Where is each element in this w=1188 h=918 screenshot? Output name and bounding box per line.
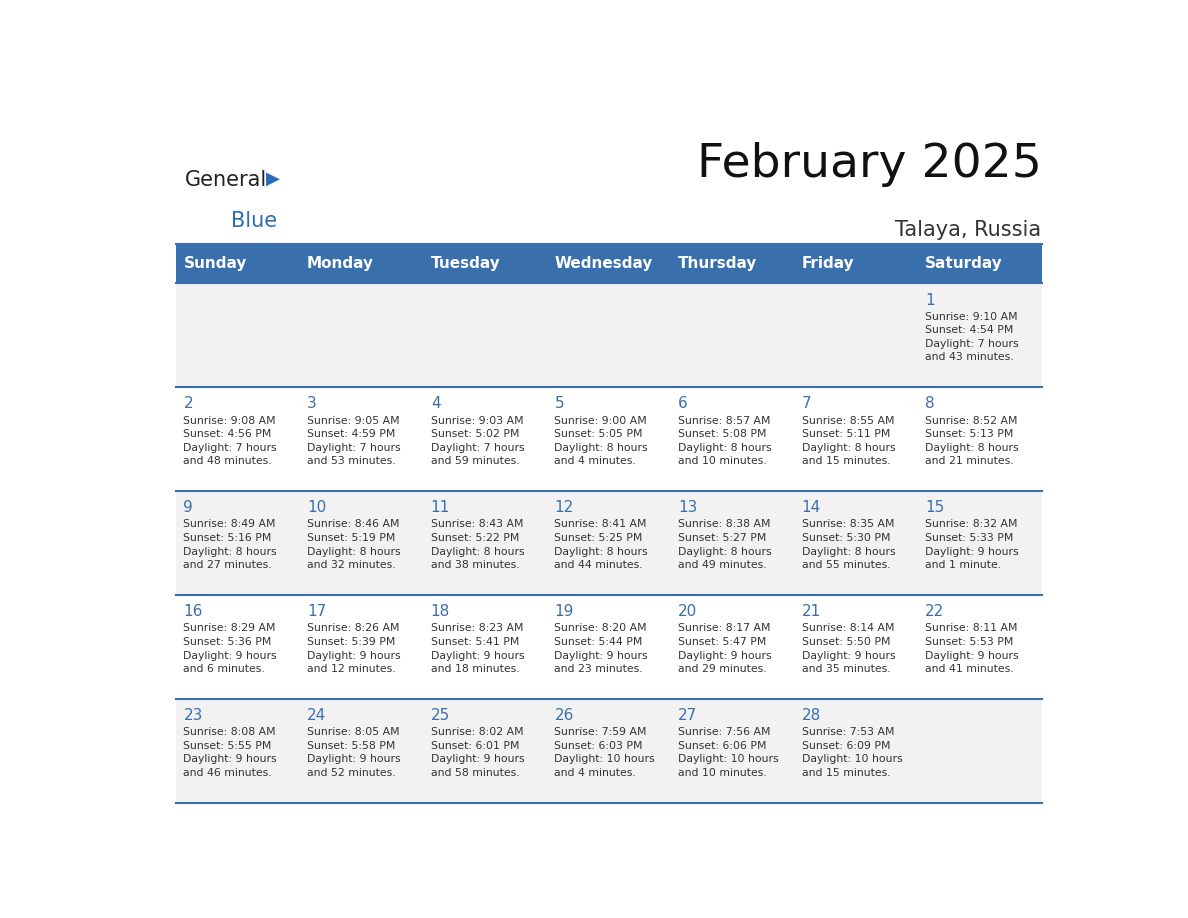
Text: Talaya, Russia: Talaya, Russia bbox=[896, 219, 1042, 240]
Text: Sunrise: 8:26 AM
Sunset: 5:39 PM
Daylight: 9 hours
and 12 minutes.: Sunrise: 8:26 AM Sunset: 5:39 PM Dayligh… bbox=[308, 623, 400, 674]
Bar bbox=[176, 284, 1042, 387]
Text: Sunrise: 7:56 AM
Sunset: 6:06 PM
Daylight: 10 hours
and 10 minutes.: Sunrise: 7:56 AM Sunset: 6:06 PM Dayligh… bbox=[678, 727, 778, 778]
Text: 1: 1 bbox=[925, 293, 935, 308]
Text: 2: 2 bbox=[183, 397, 194, 411]
Text: Sunrise: 8:55 AM
Sunset: 5:11 PM
Daylight: 8 hours
and 15 minutes.: Sunrise: 8:55 AM Sunset: 5:11 PM Dayligh… bbox=[802, 416, 896, 466]
Text: 10: 10 bbox=[308, 500, 327, 515]
Text: 15: 15 bbox=[925, 500, 944, 515]
Text: Sunrise: 9:08 AM
Sunset: 4:56 PM
Daylight: 7 hours
and 48 minutes.: Sunrise: 9:08 AM Sunset: 4:56 PM Dayligh… bbox=[183, 416, 277, 466]
Text: Sunrise: 9:05 AM
Sunset: 4:59 PM
Daylight: 7 hours
and 53 minutes.: Sunrise: 9:05 AM Sunset: 4:59 PM Dayligh… bbox=[308, 416, 400, 466]
Text: 25: 25 bbox=[431, 708, 450, 723]
Text: Friday: Friday bbox=[802, 256, 854, 272]
Text: Sunrise: 9:00 AM
Sunset: 5:05 PM
Daylight: 8 hours
and 4 minutes.: Sunrise: 9:00 AM Sunset: 5:05 PM Dayligh… bbox=[555, 416, 647, 466]
Text: Sunrise: 9:03 AM
Sunset: 5:02 PM
Daylight: 7 hours
and 59 minutes.: Sunrise: 9:03 AM Sunset: 5:02 PM Dayligh… bbox=[431, 416, 524, 466]
Text: Sunrise: 8:20 AM
Sunset: 5:44 PM
Daylight: 9 hours
and 23 minutes.: Sunrise: 8:20 AM Sunset: 5:44 PM Dayligh… bbox=[555, 623, 647, 674]
Text: 20: 20 bbox=[678, 604, 697, 620]
Text: 5: 5 bbox=[555, 397, 564, 411]
Bar bbox=[176, 699, 1042, 803]
Text: 28: 28 bbox=[802, 708, 821, 723]
Text: 12: 12 bbox=[555, 500, 574, 515]
Text: Thursday: Thursday bbox=[678, 256, 758, 272]
Text: 7: 7 bbox=[802, 397, 811, 411]
Bar bbox=[176, 387, 1042, 491]
Text: Sunrise: 8:23 AM
Sunset: 5:41 PM
Daylight: 9 hours
and 18 minutes.: Sunrise: 8:23 AM Sunset: 5:41 PM Dayligh… bbox=[431, 623, 524, 674]
Text: Sunrise: 8:41 AM
Sunset: 5:25 PM
Daylight: 8 hours
and 44 minutes.: Sunrise: 8:41 AM Sunset: 5:25 PM Dayligh… bbox=[555, 520, 647, 570]
Text: 21: 21 bbox=[802, 604, 821, 620]
Text: 24: 24 bbox=[308, 708, 327, 723]
Text: Sunrise: 8:14 AM
Sunset: 5:50 PM
Daylight: 9 hours
and 35 minutes.: Sunrise: 8:14 AM Sunset: 5:50 PM Dayligh… bbox=[802, 623, 896, 674]
Text: Blue: Blue bbox=[232, 210, 278, 230]
Text: 6: 6 bbox=[678, 397, 688, 411]
Text: 4: 4 bbox=[431, 397, 441, 411]
Text: 27: 27 bbox=[678, 708, 697, 723]
Text: Sunrise: 8:32 AM
Sunset: 5:33 PM
Daylight: 9 hours
and 1 minute.: Sunrise: 8:32 AM Sunset: 5:33 PM Dayligh… bbox=[925, 520, 1019, 570]
Text: 11: 11 bbox=[431, 500, 450, 515]
Bar bbox=[176, 595, 1042, 699]
Text: 9: 9 bbox=[183, 500, 194, 515]
Text: 23: 23 bbox=[183, 708, 203, 723]
Bar bbox=[423, 244, 546, 284]
Text: Sunrise: 8:17 AM
Sunset: 5:47 PM
Daylight: 9 hours
and 29 minutes.: Sunrise: 8:17 AM Sunset: 5:47 PM Dayligh… bbox=[678, 623, 772, 674]
Text: Sunrise: 8:11 AM
Sunset: 5:53 PM
Daylight: 9 hours
and 41 minutes.: Sunrise: 8:11 AM Sunset: 5:53 PM Dayligh… bbox=[925, 623, 1019, 674]
Text: 14: 14 bbox=[802, 500, 821, 515]
Text: 22: 22 bbox=[925, 604, 944, 620]
Text: 17: 17 bbox=[308, 604, 327, 620]
Text: Monday: Monday bbox=[308, 256, 374, 272]
Text: Sunrise: 8:38 AM
Sunset: 5:27 PM
Daylight: 8 hours
and 49 minutes.: Sunrise: 8:38 AM Sunset: 5:27 PM Dayligh… bbox=[678, 520, 772, 570]
Bar bbox=[299, 244, 423, 284]
Bar bbox=[918, 244, 1042, 284]
Text: Sunrise: 7:59 AM
Sunset: 6:03 PM
Daylight: 10 hours
and 4 minutes.: Sunrise: 7:59 AM Sunset: 6:03 PM Dayligh… bbox=[555, 727, 655, 778]
Text: Sunrise: 8:57 AM
Sunset: 5:08 PM
Daylight: 8 hours
and 10 minutes.: Sunrise: 8:57 AM Sunset: 5:08 PM Dayligh… bbox=[678, 416, 772, 466]
Text: Tuesday: Tuesday bbox=[431, 256, 500, 272]
Text: Sunrise: 8:05 AM
Sunset: 5:58 PM
Daylight: 9 hours
and 52 minutes.: Sunrise: 8:05 AM Sunset: 5:58 PM Dayligh… bbox=[308, 727, 400, 778]
Text: Sunrise: 8:43 AM
Sunset: 5:22 PM
Daylight: 8 hours
and 38 minutes.: Sunrise: 8:43 AM Sunset: 5:22 PM Dayligh… bbox=[431, 520, 524, 570]
Text: Sunrise: 8:52 AM
Sunset: 5:13 PM
Daylight: 8 hours
and 21 minutes.: Sunrise: 8:52 AM Sunset: 5:13 PM Dayligh… bbox=[925, 416, 1019, 466]
Text: General: General bbox=[185, 170, 267, 190]
Text: Saturday: Saturday bbox=[925, 256, 1003, 272]
Text: Sunrise: 7:53 AM
Sunset: 6:09 PM
Daylight: 10 hours
and 15 minutes.: Sunrise: 7:53 AM Sunset: 6:09 PM Dayligh… bbox=[802, 727, 903, 778]
Text: Sunrise: 9:10 AM
Sunset: 4:54 PM
Daylight: 7 hours
and 43 minutes.: Sunrise: 9:10 AM Sunset: 4:54 PM Dayligh… bbox=[925, 311, 1019, 363]
Bar bbox=[546, 244, 671, 284]
Text: 13: 13 bbox=[678, 500, 697, 515]
Text: Wednesday: Wednesday bbox=[555, 256, 652, 272]
Text: February 2025: February 2025 bbox=[696, 142, 1042, 187]
Bar bbox=[795, 244, 918, 284]
Text: Sunrise: 8:29 AM
Sunset: 5:36 PM
Daylight: 9 hours
and 6 minutes.: Sunrise: 8:29 AM Sunset: 5:36 PM Dayligh… bbox=[183, 623, 277, 674]
Text: 16: 16 bbox=[183, 604, 203, 620]
Text: 8: 8 bbox=[925, 397, 935, 411]
Text: 3: 3 bbox=[308, 397, 317, 411]
Bar bbox=[176, 491, 1042, 595]
Text: 26: 26 bbox=[555, 708, 574, 723]
Text: Sunday: Sunday bbox=[183, 256, 247, 272]
Text: Sunrise: 8:49 AM
Sunset: 5:16 PM
Daylight: 8 hours
and 27 minutes.: Sunrise: 8:49 AM Sunset: 5:16 PM Dayligh… bbox=[183, 520, 277, 570]
Bar bbox=[176, 244, 299, 284]
Text: Sunrise: 8:02 AM
Sunset: 6:01 PM
Daylight: 9 hours
and 58 minutes.: Sunrise: 8:02 AM Sunset: 6:01 PM Dayligh… bbox=[431, 727, 524, 778]
Text: Sunrise: 8:46 AM
Sunset: 5:19 PM
Daylight: 8 hours
and 32 minutes.: Sunrise: 8:46 AM Sunset: 5:19 PM Dayligh… bbox=[308, 520, 400, 570]
Text: Sunrise: 8:35 AM
Sunset: 5:30 PM
Daylight: 8 hours
and 55 minutes.: Sunrise: 8:35 AM Sunset: 5:30 PM Dayligh… bbox=[802, 520, 896, 570]
Text: 18: 18 bbox=[431, 604, 450, 620]
Text: Sunrise: 8:08 AM
Sunset: 5:55 PM
Daylight: 9 hours
and 46 minutes.: Sunrise: 8:08 AM Sunset: 5:55 PM Dayligh… bbox=[183, 727, 277, 778]
Text: 19: 19 bbox=[555, 604, 574, 620]
Bar bbox=[671, 244, 795, 284]
Text: ▶: ▶ bbox=[266, 170, 280, 188]
